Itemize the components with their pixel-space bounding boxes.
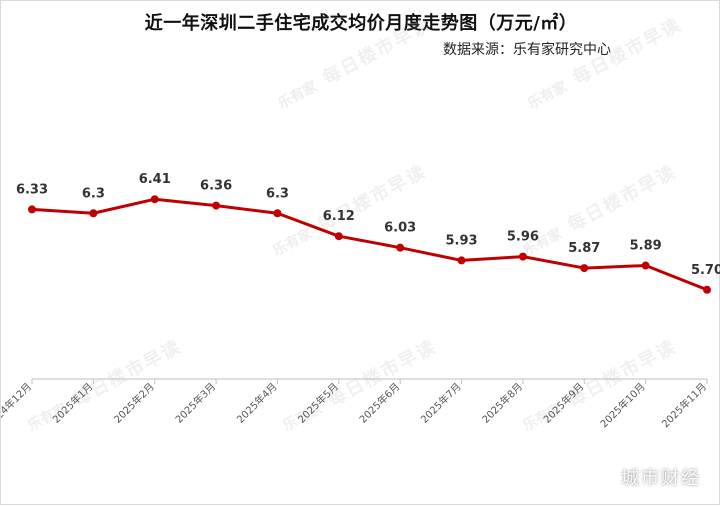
- data-point: [89, 209, 98, 218]
- data-label: 6.41: [139, 172, 171, 187]
- data-label: 5.89: [630, 239, 662, 254]
- watermark-logo: 乐有家: [525, 77, 571, 112]
- data-label: 6.3: [266, 186, 289, 201]
- watermark-layer: 乐有家每日楼市早读乐有家每日楼市早读乐有家每日楼市早读乐有家每日楼市早读乐有家每…: [25, 13, 685, 434]
- data-label: 6.36: [200, 179, 232, 194]
- chart-subtitle: 数据来源：乐有家研究中心: [443, 42, 611, 58]
- data-point: [273, 209, 282, 218]
- data-point: [150, 195, 159, 204]
- data-point: [212, 201, 221, 210]
- data-point: [641, 261, 650, 270]
- series-line: [30, 197, 709, 292]
- data-point: [703, 285, 711, 294]
- data-label: 6.3: [82, 186, 105, 201]
- x-tick-label: 2025年7月: [418, 380, 464, 426]
- x-tick-label: 2025年11月: [659, 380, 709, 430]
- watermark-text: 每日楼市早读: [319, 13, 435, 89]
- watermark-text: 每日楼市早读: [69, 335, 185, 411]
- data-label: 5.96: [507, 230, 539, 245]
- watermark-logo: 乐有家: [275, 77, 321, 112]
- data-point: [28, 205, 36, 214]
- watermark-text: 每日楼市早读: [564, 160, 680, 236]
- watermark-logo: 乐有家: [270, 224, 316, 259]
- data-label: 6.03: [384, 221, 416, 236]
- data-label: 5.93: [446, 233, 478, 248]
- chart-title: 近一年深圳二手住宅成交均价月度走势图（万元/㎡）: [144, 13, 578, 34]
- data-point: [334, 232, 343, 241]
- data-label: 6.12: [323, 209, 355, 224]
- data-point: [580, 264, 589, 273]
- data-point: [518, 252, 527, 261]
- data-point: [457, 256, 466, 265]
- data-point: [396, 243, 405, 252]
- bottom-watermark: 城市财经: [621, 468, 701, 489]
- x-tick-label: 2025年8月: [479, 380, 525, 426]
- data-label: 6.33: [16, 182, 48, 197]
- x-tick-label: 2025年3月: [172, 380, 218, 426]
- x-tick-label: 2025年4月: [234, 380, 280, 426]
- data-label: 5.87: [568, 241, 600, 256]
- watermark-text: 每日楼市早读: [569, 13, 685, 89]
- data-label: 5.70: [691, 263, 720, 278]
